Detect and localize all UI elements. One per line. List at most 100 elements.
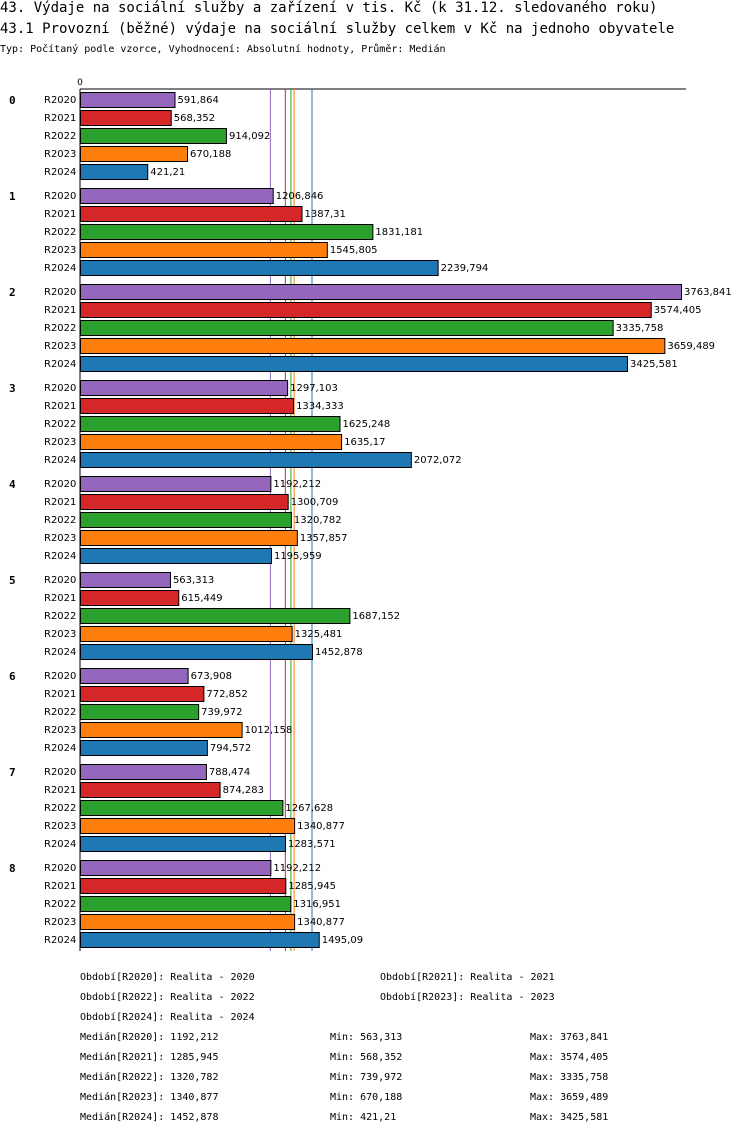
bar — [80, 668, 189, 684]
series-label: R2023 — [44, 629, 76, 640]
bar — [80, 398, 295, 414]
data-label: 1192,212 — [273, 479, 321, 490]
max-r2022: Max: 3335,758 — [530, 1072, 609, 1083]
max-r2021: Max: 3574,405 — [530, 1052, 609, 1063]
legend-period-r2021: Období[R2021]: Realita - 2021 — [380, 972, 555, 983]
series-label: R2021 — [44, 401, 76, 412]
data-label: 3763,841 — [684, 287, 732, 298]
series-label: R2024 — [44, 743, 76, 754]
chart-title: 43. Výdaje na sociální služby a zařízení… — [0, 0, 658, 16]
series-label: R2022 — [44, 323, 76, 334]
bar — [80, 416, 341, 432]
bar — [80, 548, 272, 564]
bar — [80, 740, 208, 756]
group-label: 7 — [9, 766, 16, 779]
legend-period-r2020: Období[R2020]: Realita - 2020 — [80, 972, 255, 983]
legend-period-r2022: Období[R2022]: Realita - 2022 — [80, 992, 255, 1003]
bar — [80, 284, 682, 300]
series-label: R2021 — [44, 689, 76, 700]
series-label: R2024 — [44, 359, 76, 370]
data-label: 670,188 — [190, 149, 231, 160]
series-label: R2020 — [44, 383, 76, 394]
data-label: 1340,877 — [297, 821, 345, 832]
bar — [80, 146, 189, 162]
bar — [80, 530, 298, 546]
bar — [80, 836, 286, 852]
data-label: 1192,212 — [273, 863, 321, 874]
data-label: 794,572 — [210, 743, 251, 754]
bar — [80, 860, 272, 876]
series-label: R2021 — [44, 881, 76, 892]
data-label: 2239,794 — [441, 263, 489, 274]
data-label: 563,313 — [173, 575, 214, 586]
bar — [80, 896, 292, 912]
data-label: 1283,571 — [288, 839, 336, 850]
bar — [80, 608, 351, 624]
data-label: 874,283 — [223, 785, 264, 796]
bar — [80, 686, 205, 702]
data-label: 3574,405 — [654, 305, 702, 316]
data-label: 1340,877 — [297, 917, 345, 928]
series-label: R2022 — [44, 131, 76, 142]
median-r2020: Medián[R2020]: 1192,212 — [80, 1032, 219, 1043]
series-label: R2021 — [44, 209, 76, 220]
data-label: 1334,333 — [296, 401, 344, 412]
data-label: 3335,758 — [616, 323, 664, 334]
series-label: R2022 — [44, 803, 76, 814]
max-r2020: Max: 3763,841 — [530, 1032, 609, 1043]
bar — [80, 92, 176, 108]
data-label: 1452,878 — [315, 647, 363, 658]
group-label: 4 — [9, 478, 16, 491]
bar — [80, 722, 243, 738]
data-label: 3425,581 — [630, 359, 678, 370]
min-r2021: Min: 568,352 — [330, 1052, 403, 1063]
min-r2023: Min: 670,188 — [330, 1092, 403, 1103]
data-label: 739,972 — [201, 707, 242, 718]
series-label: R2023 — [44, 725, 76, 736]
bar — [80, 380, 289, 396]
series-label: R2024 — [44, 551, 76, 562]
bar — [80, 164, 149, 180]
series-label: R2022 — [44, 899, 76, 910]
group-label: 8 — [9, 862, 16, 875]
bar — [80, 452, 412, 468]
series-label: R2022 — [44, 227, 76, 238]
axis-zero-label: 0 — [77, 78, 83, 88]
bar — [80, 206, 303, 222]
data-label: 673,908 — [191, 671, 232, 682]
series-label: R2021 — [44, 113, 76, 124]
bar — [80, 572, 171, 588]
series-label: R2021 — [44, 497, 76, 508]
data-label: 1545,805 — [330, 245, 378, 256]
bar — [80, 512, 292, 528]
bar — [80, 110, 172, 126]
series-label: R2023 — [44, 917, 76, 928]
data-label: 591,864 — [178, 95, 219, 106]
group-label: 1 — [9, 190, 16, 203]
data-label: 615,449 — [181, 593, 222, 604]
series-label: R2024 — [44, 935, 76, 946]
bar — [80, 320, 614, 336]
data-label: 914,092 — [229, 131, 270, 142]
group-label: 3 — [9, 382, 16, 395]
data-label: 1320,782 — [294, 515, 342, 526]
data-label: 1387,31 — [305, 209, 346, 220]
series-label: R2024 — [44, 263, 76, 274]
series-label: R2020 — [44, 767, 76, 778]
series-label: R2021 — [44, 593, 76, 604]
bar — [80, 338, 666, 354]
bar — [80, 626, 293, 642]
series-label: R2023 — [44, 821, 76, 832]
bar — [80, 188, 274, 204]
max-r2024: Max: 3425,581 — [530, 1112, 609, 1123]
series-label: R2021 — [44, 305, 76, 316]
median-r2022: Medián[R2022]: 1320,782 — [80, 1072, 219, 1083]
series-label: R2024 — [44, 167, 76, 178]
median-r2023: Medián[R2023]: 1340,877 — [80, 1092, 219, 1103]
bar — [80, 914, 296, 930]
data-label: 2072,072 — [414, 455, 462, 466]
series-label: R2024 — [44, 839, 76, 850]
group-label: 6 — [9, 670, 16, 683]
bar — [80, 764, 207, 780]
